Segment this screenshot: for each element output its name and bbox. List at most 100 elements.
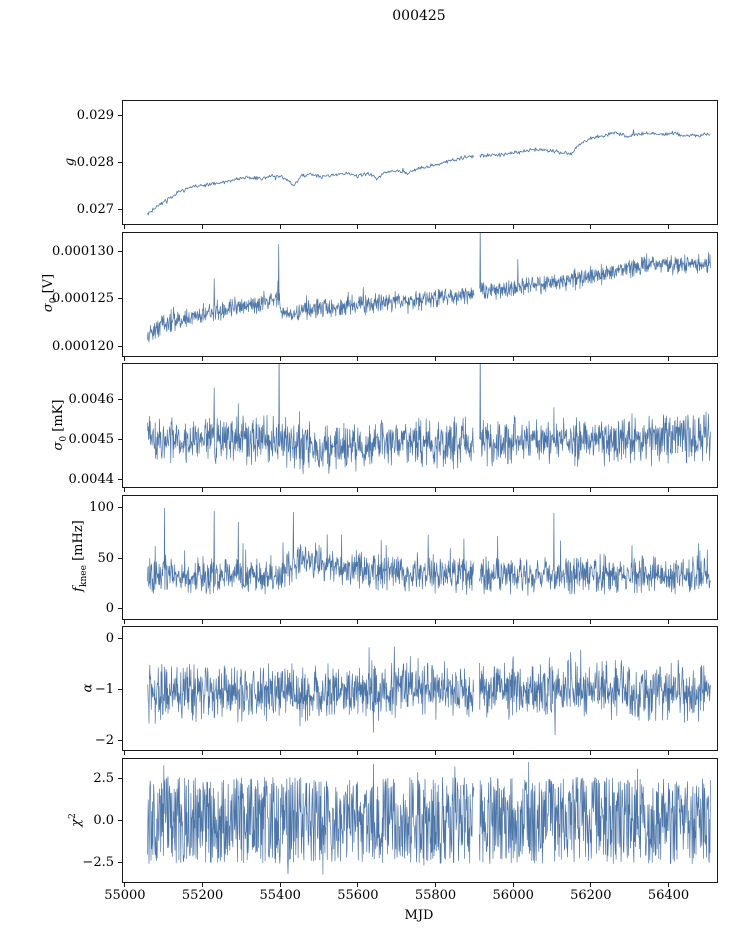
y-tick-label: 0.0046 <box>68 392 115 408</box>
alpha-series-line <box>479 650 711 736</box>
x-tick-mark <box>357 883 359 887</box>
chi2-series-line <box>147 763 475 875</box>
x-tick-mark <box>512 883 514 887</box>
y-axis-label-chi2: χ2 <box>67 812 85 827</box>
x-tick-label: 55400 <box>259 888 301 903</box>
x-tick-mark <box>124 225 126 229</box>
panel-alpha <box>122 626 718 752</box>
x-tick-mark <box>435 356 436 361</box>
y-axis-label-g: g <box>62 157 78 166</box>
y-tick-label: 0.000125 <box>51 291 114 307</box>
panel-sigma0-v <box>122 231 718 357</box>
y-tick-label: −2.5 <box>82 854 114 870</box>
x-tick-mark <box>279 883 281 887</box>
x-tick-mark <box>202 488 204 493</box>
y-tick-mark <box>118 478 122 480</box>
x-tick-mark <box>668 225 669 229</box>
x-tick-mark <box>668 356 669 361</box>
y-axis-label-sigma0-v: σ0 [V] <box>41 273 59 313</box>
x-tick-mark <box>124 883 126 887</box>
panel-fknee <box>122 494 718 620</box>
y-tick-mark <box>118 507 122 509</box>
x-tick-mark <box>202 883 204 887</box>
x-tick-mark <box>202 225 204 229</box>
y-tick-label: 50 <box>97 550 114 566</box>
x-tick-mark <box>590 619 592 624</box>
y-tick-label: 0.0 <box>93 813 114 828</box>
x-tick-mark <box>668 488 669 493</box>
y-tick-mark <box>118 162 122 163</box>
x-tick-mark <box>590 488 592 493</box>
y-tick-label: 100 <box>89 500 114 516</box>
alpha-plot-area <box>147 646 711 736</box>
y-tick-mark <box>118 209 122 211</box>
x-tick-label: 55600 <box>337 888 379 903</box>
x-tick-label: 56400 <box>647 888 690 903</box>
y-tick-mark <box>118 820 122 821</box>
x-tick-mark <box>124 356 126 361</box>
x-tick-mark <box>357 225 359 229</box>
x-tick-mark <box>435 488 436 493</box>
y-tick-mark <box>118 114 122 116</box>
y-tick-label: −2 <box>94 732 114 748</box>
sigma0-mk-series-line <box>147 364 475 475</box>
x-tick-mark <box>512 751 514 756</box>
y-tick-mark <box>118 778 122 780</box>
y-axis-label-alpha: α <box>80 683 96 693</box>
x-tick-mark <box>435 883 436 887</box>
x-tick-mark <box>512 356 514 361</box>
y-tick-mark <box>118 345 122 347</box>
y-tick-mark <box>118 298 122 300</box>
x-tick-mark <box>279 356 281 361</box>
x-tick-mark <box>357 619 359 624</box>
y-tick-label: −1 <box>94 681 114 697</box>
y-axis-label-sigma0-mk: σ0 [mK] <box>51 399 69 451</box>
x-tick-mark <box>124 619 126 624</box>
sigma0-mk-series-line <box>479 364 711 468</box>
x-tick-mark <box>357 356 359 361</box>
y-tick-mark <box>118 557 122 559</box>
y-tick-label: 0.027 <box>76 202 114 218</box>
x-tick-mark <box>668 751 669 756</box>
y-tick-label: 0 <box>105 631 114 647</box>
y-tick-label: 0.0045 <box>68 432 115 448</box>
x-tick-mark <box>435 225 436 229</box>
x-tick-mark <box>512 619 514 624</box>
y-tick-mark <box>118 251 122 252</box>
x-tick-mark <box>279 751 281 756</box>
y-tick-label: 0.028 <box>76 155 114 170</box>
panel-g <box>122 100 718 225</box>
sigma0-v-series-line <box>479 232 711 300</box>
y-tick-label: 0 <box>105 601 114 617</box>
y-tick-mark <box>118 688 122 690</box>
x-tick-mark <box>512 225 514 229</box>
x-tick-mark <box>590 225 592 229</box>
y-tick-label: 0.000130 <box>51 244 114 259</box>
x-tick-mark <box>357 488 359 493</box>
sigma0-mk-plot-area <box>147 364 711 475</box>
y-tick-label: 0.0044 <box>68 471 115 487</box>
y-tick-mark <box>118 399 122 401</box>
x-tick-label: 56000 <box>492 888 534 903</box>
y-tick-label: 0.000120 <box>51 338 114 354</box>
figure-title: 000425 <box>392 8 446 24</box>
x-tick-mark <box>435 751 436 756</box>
x-tick-mark <box>124 488 126 493</box>
x-tick-label: 55200 <box>181 888 224 903</box>
y-tick-mark <box>118 739 122 741</box>
x-tick-mark <box>357 751 359 756</box>
x-tick-mark <box>202 619 204 624</box>
y-tick-mark <box>118 608 122 610</box>
x-tick-mark <box>202 356 204 361</box>
sigma0-v-series-line <box>147 243 475 342</box>
x-tick-mark <box>668 619 669 624</box>
x-tick-mark <box>279 619 281 624</box>
x-tick-label: 55800 <box>414 888 457 903</box>
x-tick-mark <box>124 751 126 756</box>
y-tick-mark <box>118 638 122 640</box>
chi2-series-line <box>479 761 711 865</box>
y-axis-label-fknee: fknee [mHz] <box>71 520 89 593</box>
g-series-line <box>479 129 711 158</box>
y-tick-mark <box>118 861 122 863</box>
